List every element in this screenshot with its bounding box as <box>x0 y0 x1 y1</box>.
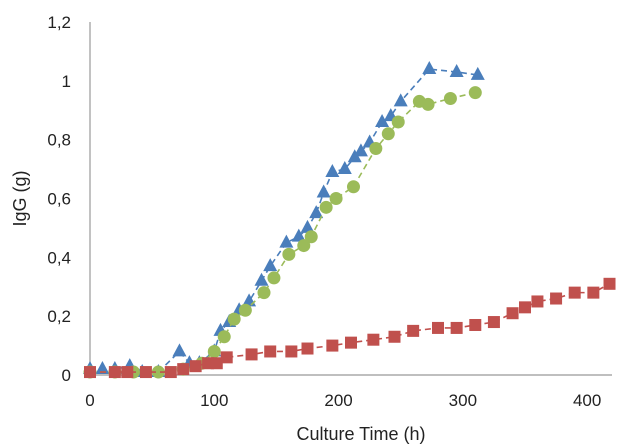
series-square <box>84 277 616 379</box>
square-point <box>210 357 223 370</box>
circle-point <box>217 330 231 344</box>
circle-point <box>257 286 271 300</box>
triangle-point <box>353 143 368 157</box>
square-point <box>407 324 420 337</box>
square-point <box>285 345 298 358</box>
square-point <box>326 339 339 352</box>
circle-point <box>267 271 281 285</box>
circle-point <box>282 247 296 261</box>
circle-point <box>391 115 405 129</box>
square-point <box>568 286 581 299</box>
circle-point <box>319 200 333 214</box>
circle-point <box>443 91 457 105</box>
square-point <box>139 366 152 379</box>
y-tick-label: 0,8 <box>47 131 71 150</box>
triangle-point <box>263 258 278 272</box>
square-point <box>506 307 519 320</box>
triangle-point <box>375 113 390 127</box>
triangle-point <box>316 184 331 198</box>
triangle-point <box>254 272 269 286</box>
y-tick-label: 1,2 <box>47 13 71 32</box>
circle-point <box>207 344 221 358</box>
triangle-point <box>337 161 352 175</box>
square-point <box>519 301 531 314</box>
circle-point <box>227 312 241 326</box>
circle-point <box>346 180 360 194</box>
circle-point <box>468 86 482 100</box>
y-axis-title: IgG (g) <box>10 170 30 226</box>
y-tick-label: 0 <box>62 366 71 385</box>
triangle-point <box>95 361 110 375</box>
x-tick-label: 300 <box>449 391 477 410</box>
square-point <box>587 286 600 299</box>
square-point <box>84 366 96 379</box>
square-point <box>450 321 463 334</box>
circle-point <box>329 192 343 205</box>
y-tick-label: 0,2 <box>47 307 71 326</box>
square-point <box>469 318 482 331</box>
triangle-point <box>393 93 408 107</box>
circle-point <box>381 127 395 141</box>
circle-point <box>369 141 383 155</box>
square-point <box>189 360 202 373</box>
square-point <box>164 366 177 379</box>
triangle-point <box>279 234 294 248</box>
square-point <box>531 295 544 308</box>
x-tick-label: 100 <box>200 391 228 410</box>
y-tick-label: 0,4 <box>47 248 71 267</box>
triangle-point <box>300 219 315 233</box>
square-point <box>388 330 401 343</box>
triangle-point <box>470 66 485 80</box>
y-tick-label: 1 <box>62 72 71 91</box>
x-tick-label: 0 <box>85 391 94 410</box>
axes <box>89 22 612 376</box>
series-trend-line <box>90 68 478 373</box>
circle-point <box>297 239 311 253</box>
square-point <box>108 366 121 379</box>
circle-point <box>421 97 435 111</box>
square-point <box>220 351 233 364</box>
square-point <box>367 333 380 346</box>
data-series <box>83 61 616 379</box>
square-point <box>245 348 258 361</box>
square-point <box>121 366 134 379</box>
square-point <box>264 345 277 358</box>
square-point <box>345 336 357 349</box>
triangle-point <box>449 63 464 77</box>
triangle-point <box>422 61 437 75</box>
circle-point <box>238 303 252 317</box>
circle-point <box>304 230 318 244</box>
tick-labels: 0 100 200 300 400 0 0,2 0,4 0,6 0,8 1 1,2 <box>47 13 601 410</box>
x-tick-label: 400 <box>573 391 601 410</box>
triangle-point <box>309 205 324 219</box>
triangle-point <box>172 343 187 357</box>
triangle-point <box>325 163 340 177</box>
square-point <box>177 363 190 376</box>
x-tick-label: 200 <box>324 391 352 410</box>
circle-point <box>151 365 165 379</box>
square-point <box>550 292 563 305</box>
square-point <box>603 277 616 290</box>
y-tick-label: 0,6 <box>47 190 71 209</box>
square-point <box>487 316 500 329</box>
series-circle <box>83 86 482 379</box>
square-point <box>301 342 314 355</box>
x-axis-title: Culture Time (h) <box>296 424 425 444</box>
triangle-point <box>291 228 306 242</box>
square-point <box>432 321 444 334</box>
